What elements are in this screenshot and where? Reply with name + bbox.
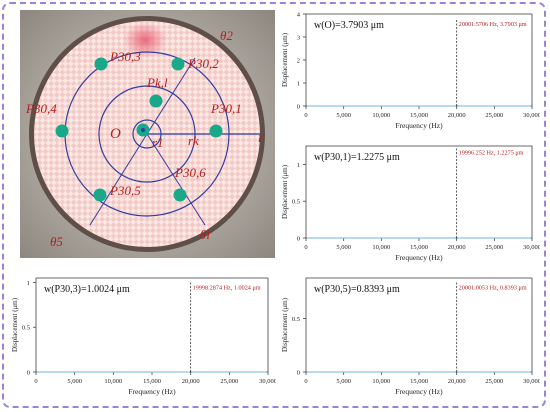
y-tick-label: 1: [27, 280, 30, 287]
x-axis-label: Frequency (Hz): [128, 387, 176, 396]
y-tick-label: 0: [27, 370, 30, 377]
x-tick-label: 10,000: [372, 244, 390, 251]
y-tick-label: 0.5: [292, 316, 300, 323]
point-p306: [173, 188, 187, 202]
peak-annotation: 20001.5706 Hz, 3.7903 μm: [459, 21, 527, 28]
center-dot: [141, 128, 145, 132]
x-tick-label: 30,000: [259, 378, 276, 385]
x-tick-label: 10,000: [104, 378, 122, 385]
peak-annotation: 19998.2874 Hz, 1.0024 μm: [193, 284, 261, 291]
chart-label: w(P30,3)=1.0024 μm: [44, 284, 130, 295]
label-thetal: θl: [200, 227, 210, 242]
label-theta5: θ5: [50, 234, 63, 249]
chart-w-p305: 0 5,000 10,000 15,000 20,000 25,000 30,000 0 0.5…: [278, 272, 540, 402]
x-tick-label: 5,000: [67, 378, 82, 385]
chart-w-p303: 0 5,000 10,000 15,000 20,000 25,000 30,000 0 0.5…: [8, 272, 276, 402]
x-tick-label: 25,000: [485, 244, 503, 251]
x-tick-label: 20,000: [448, 378, 466, 385]
x-tick-label: 20,000: [182, 378, 200, 385]
label-theta2: θ2: [220, 28, 233, 43]
x-tick-label: 10,000: [372, 112, 390, 119]
point-p305: [93, 188, 107, 202]
chart-background: [278, 140, 540, 268]
chart-background: [278, 272, 540, 402]
label-rk: rk: [188, 133, 199, 148]
y-tick-label: 2: [297, 58, 300, 65]
x-tick-label: 15,000: [410, 378, 428, 385]
y-axis-label: Displacement (μm): [281, 297, 289, 352]
y-axis-label: Displacement (μm): [11, 297, 19, 352]
label-p304: P30,4: [25, 101, 57, 116]
plate-photo: θ2 θ5 θl P30,3 P30,2 Pk,l P30,4 P30,1 P3…: [20, 10, 275, 258]
label-p303: P30,3: [109, 49, 141, 64]
x-tick-label: 5,000: [336, 112, 351, 119]
point-p304: [55, 124, 69, 138]
x-tick-label: 5,000: [336, 244, 351, 251]
y-axis-label: Displacement (μm): [281, 32, 289, 87]
point-p303: [94, 57, 108, 71]
x-tick-label: 25,000: [220, 378, 238, 385]
dashed-frame: [2, 2, 546, 408]
x-tick-label: 0: [304, 112, 307, 119]
label-p302: P30,2: [187, 56, 219, 71]
x-tick-label: 15,000: [410, 112, 428, 119]
plate-diagram: θ2 θ5 θl P30,3 P30,2 Pk,l P30,4 P30,1 P3…: [20, 10, 275, 258]
label-p305: P30,5: [109, 183, 141, 198]
label-p301: P30,1: [210, 101, 242, 116]
y-tick-label: 0: [297, 236, 300, 243]
chart-background: [8, 272, 276, 402]
radial-theta2: [146, 57, 196, 135]
x-tick-label: 20,000: [448, 244, 466, 251]
x-tick-label: 0: [304, 378, 307, 385]
label-r: r: [258, 130, 264, 146]
chart-w-p301: 0 5,000 10,000 15,000 20,000 25,000 30,000 0 0.5…: [278, 140, 540, 268]
x-tick-label: 0: [304, 244, 307, 251]
x-axis-label: Frequency (Hz): [395, 387, 443, 396]
chart-w-o: 0 5,000 10,000 15,000 20,000 25,000 30,000 0 1 2 3…: [278, 8, 540, 136]
y-tick-label: 3: [297, 35, 300, 42]
chart-label: w(P30,5)=0.8393 μm: [314, 284, 400, 295]
x-axis-label: Frequency (Hz): [395, 121, 443, 130]
hotspot: [123, 22, 167, 58]
label-r1: r1: [152, 135, 164, 150]
y-axis-label: Displacement (μm): [281, 164, 289, 219]
point-p301: [209, 124, 223, 138]
point-p302: [171, 57, 185, 71]
y-tick-label: 4: [297, 12, 301, 19]
radial-thetal: [146, 133, 206, 226]
y-tick-label: 1: [297, 81, 300, 88]
x-tick-label: 15,000: [410, 244, 428, 251]
peak-annotation: 19996.252 Hz, 1.2275 μm: [459, 150, 524, 157]
x-tick-label: 20,000: [448, 112, 466, 119]
label-o: O: [110, 126, 121, 142]
x-tick-label: 30,000: [523, 378, 540, 385]
x-tick-label: 30,000: [523, 244, 540, 251]
x-tick-label: 25,000: [485, 378, 503, 385]
x-tick-label: 5,000: [336, 378, 351, 385]
label-pkl: Pk,l: [146, 75, 168, 90]
y-tick-label: 0.5: [22, 325, 30, 332]
chart-label: w(O)=3.7903 μm: [314, 20, 384, 31]
x-axis-label: Frequency (Hz): [395, 253, 443, 262]
x-tick-label: 0: [34, 378, 37, 385]
label-p306: P30,6: [174, 165, 206, 180]
y-tick-label: 0: [297, 104, 300, 111]
x-tick-label: 10,000: [372, 378, 390, 385]
point-pkl: [149, 94, 163, 108]
chart-label: w(P30,1)=1.2275 μm: [314, 152, 400, 163]
chart-background: [278, 8, 540, 136]
x-tick-label: 30,000: [523, 112, 540, 119]
x-tick-label: 15,000: [143, 378, 161, 385]
y-tick-label: 1: [297, 162, 300, 169]
y-tick-label: 0: [297, 370, 300, 377]
x-tick-label: 25,000: [485, 112, 503, 119]
radial-theta5: [89, 133, 148, 226]
peak-annotation: 20001.0053 Hz, 0.8393 μm: [459, 284, 527, 291]
y-tick-label: 0.5: [292, 199, 300, 206]
